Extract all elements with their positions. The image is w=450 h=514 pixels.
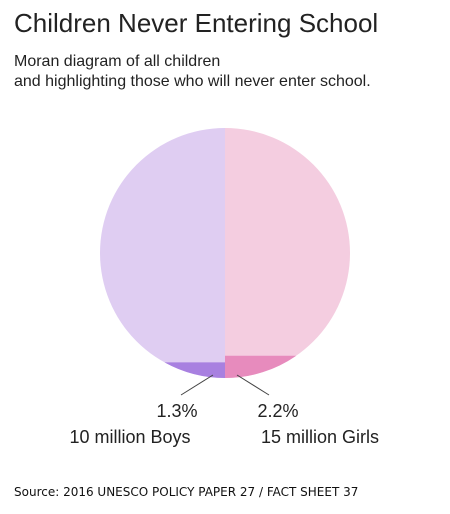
subtitle-line-2: and highlighting those who will never en…	[14, 73, 371, 90]
label-girls-count: 15 million Girls	[261, 427, 379, 447]
slice-boys	[100, 128, 225, 378]
slice-boys-never-enter	[164, 362, 225, 378]
label-boys-count: 10 million Boys	[69, 427, 190, 447]
chart-title: Children Never Entering School	[14, 8, 379, 38]
label-girls-percent: 2.2%	[257, 401, 298, 421]
slice-girls-never-enter	[225, 355, 297, 378]
callout-line-girls	[236, 374, 270, 396]
subtitle-line-1: Moran diagram of all children	[14, 53, 221, 70]
callout-line-boys	[180, 374, 214, 396]
label-boys-percent: 1.3%	[156, 401, 197, 421]
chart-subtitle: Moran diagram of all children and highli…	[14, 52, 371, 92]
slice-girls	[225, 128, 350, 378]
source-note: Source: 2016 UNESCO POLICY PAPER 27 / FA…	[14, 485, 359, 499]
